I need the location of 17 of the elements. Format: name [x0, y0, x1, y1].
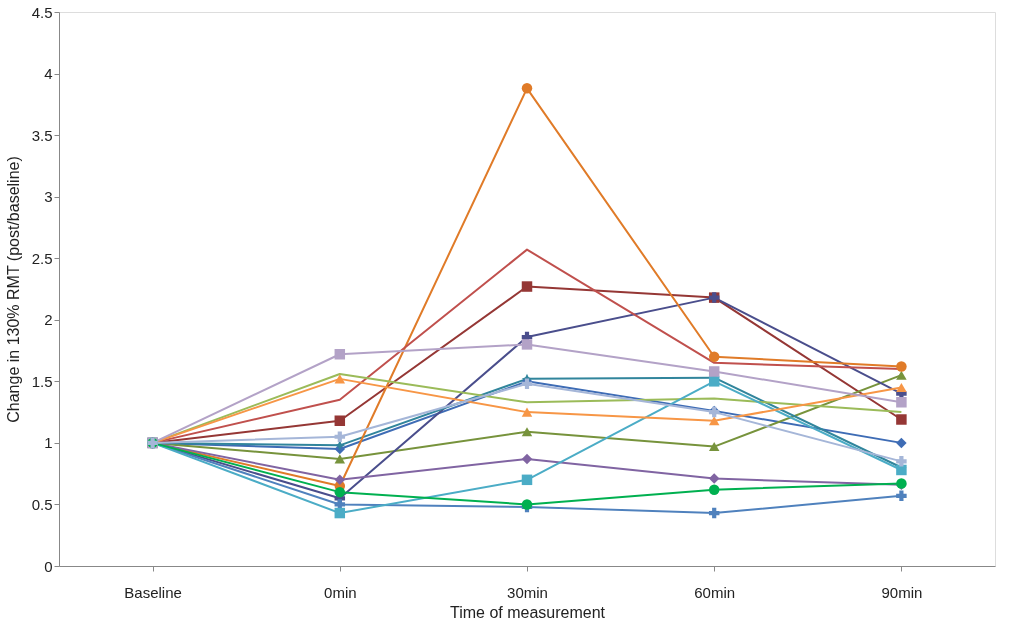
- x-tick-label: 60min: [694, 583, 736, 601]
- y-tick-label: 0.5: [31, 495, 53, 513]
- y-tick-label: 0: [44, 557, 53, 575]
- y-tick-label: 4: [44, 65, 53, 83]
- y-tick-label: 3.5: [31, 126, 53, 144]
- y-tick-label: 1.5: [31, 372, 53, 390]
- x-axis-title: Time of measurement: [449, 603, 606, 621]
- y-tick-label: 2: [44, 311, 53, 329]
- y-tick-label: 1: [44, 434, 53, 452]
- x-tick-label: 0min: [324, 583, 357, 601]
- x-tick-label: Baseline: [124, 583, 182, 601]
- x-tick-label: 30min: [507, 583, 548, 601]
- y-tick-label: 2.5: [31, 249, 53, 267]
- y-tick-label: 3: [44, 188, 53, 206]
- y-tick-label: 4.5: [31, 3, 53, 21]
- y-axis-title: Change in 130% RMT (post/baseline): [4, 156, 22, 423]
- x-tick-label: 90min: [881, 583, 923, 601]
